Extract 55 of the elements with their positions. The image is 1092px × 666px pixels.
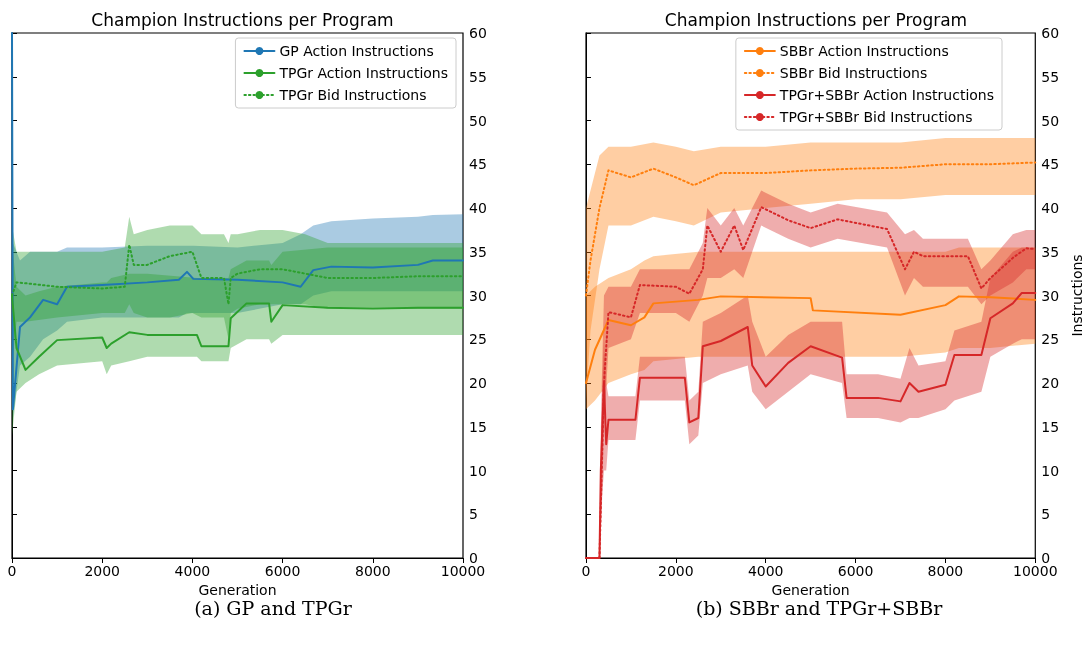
y-tick-label: 30	[469, 287, 487, 304]
y-tick-label: 0	[1041, 550, 1051, 566]
y-tick-label: 40	[469, 200, 487, 216]
legend-label: TPGr Action Instructions	[278, 65, 449, 81]
y-tick-label: 45	[1041, 156, 1060, 173]
legend-label: TPGr+SBBr Bid Instructions	[778, 109, 973, 125]
y-tick-label: 35	[1041, 243, 1060, 260]
y-tick-label: 55	[1041, 68, 1060, 85]
text: (b) SBBr and TPGr+SBBr	[695, 596, 944, 619]
y-tick-label: 25	[1041, 331, 1060, 348]
line-series	[585, 295, 1037, 384]
x-axis-title: Generation	[771, 581, 850, 598]
y-tick-label: 10	[469, 462, 487, 479]
y-tick-label: 5	[1041, 506, 1051, 523]
y-tick-label: 60	[1041, 25, 1060, 41]
legend-label: GP Action Instructions	[279, 43, 434, 59]
chart-title: Champion Instructions per Program	[91, 9, 394, 30]
y-tick-label: 50	[1041, 112, 1060, 129]
text: (a) GP and TPGr	[194, 596, 353, 619]
y-tick-label: 5	[469, 506, 478, 523]
y-tick-label: 50	[469, 112, 487, 129]
x-tick-label: 8000	[927, 563, 964, 579]
line-series	[11, 32, 464, 411]
legend-label: TPGr+SBBr Action Instructions	[778, 87, 995, 103]
x-tick-label: 0	[581, 563, 591, 579]
y-tick-label: 15	[1041, 418, 1060, 435]
y-tick-label: 15	[469, 418, 487, 435]
x-tick-label: 6000	[264, 563, 301, 579]
chart-title: Champion Instructions per Program	[664, 9, 968, 30]
y-tick-label: 35	[469, 243, 487, 260]
x-tick-label: 10000	[1013, 563, 1058, 579]
x-tick-label: 10000	[440, 563, 486, 579]
y-tick-label: 0	[469, 550, 478, 566]
x-tick-label: 4000	[174, 563, 211, 579]
x-tick-label: 2000	[658, 563, 694, 579]
y-tick-label: 20	[469, 375, 487, 391]
x-axis-title: Generation	[198, 581, 277, 598]
y-tick-label: 45	[469, 156, 487, 173]
y-tick-label: 20	[1041, 375, 1060, 391]
y-tick-label: 25	[469, 331, 487, 348]
x-tick-label: 8000	[354, 563, 391, 579]
legend-label: SBBr Bid Instructions	[779, 65, 928, 81]
y-tick-label: 30	[1041, 287, 1060, 304]
x-tick-label: 6000	[837, 563, 874, 579]
y-tick-label: 55	[469, 68, 487, 85]
legend-label: TPGr Bid Instructions	[278, 87, 427, 103]
legend-label: SBBr Action Instructions	[779, 43, 949, 59]
x-tick-label: 2000	[84, 563, 121, 579]
y-tick-label: 10	[1041, 462, 1060, 479]
x-tick-label: 0	[7, 563, 17, 579]
line-series	[585, 161, 1037, 297]
y-tick-label: 40	[1041, 200, 1060, 216]
x-tick-label: 4000	[747, 563, 784, 579]
y-tick-label: 60	[469, 25, 487, 41]
y-axis-title: Instructions	[1069, 254, 1085, 337]
